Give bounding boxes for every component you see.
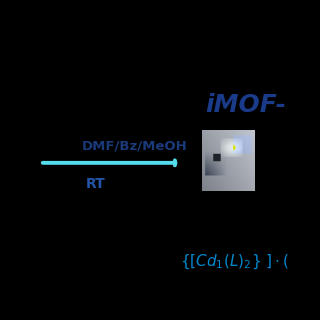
Text: RT: RT — [86, 177, 106, 191]
Text: iMOF-: iMOF- — [205, 93, 286, 117]
Text: $\{[Cd_1(L)_2\}\ ]\cdot($: $\{[Cd_1(L)_2\}\ ]\cdot($ — [180, 252, 289, 271]
Text: DMF/Bz/MeOH: DMF/Bz/MeOH — [82, 139, 188, 152]
